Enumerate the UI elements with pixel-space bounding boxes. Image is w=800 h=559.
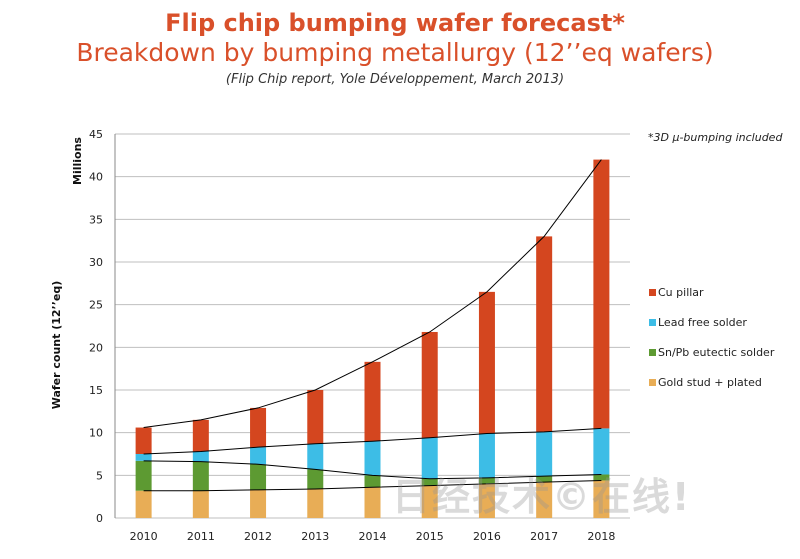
bar-segment: [307, 390, 324, 444]
bar-segment: [135, 454, 152, 461]
y-tick-label: 5: [96, 469, 103, 482]
legend-label: Sn/Pb eutectic solder: [658, 346, 775, 359]
watermark: 日经技术©在线!: [392, 475, 692, 519]
legend-swatch: [649, 319, 656, 326]
y-axis-title: Wafer count (12’’eq): [50, 281, 63, 410]
chart-subtitle: Breakdown by bumping metallurgy (12’’eq …: [76, 38, 714, 67]
bar-segment: [364, 441, 381, 476]
bar-segment: [421, 485, 438, 518]
y-tick-label: 0: [96, 512, 103, 525]
x-tick-label: 2017: [530, 530, 558, 543]
legend-label: Lead free solder: [658, 316, 747, 329]
bar-segment: [593, 480, 610, 518]
bar-segment: [250, 407, 267, 448]
bar-segment: [421, 437, 438, 479]
bar-segment: [536, 476, 553, 483]
y-tick-label: 15: [89, 384, 103, 397]
chart-source: (Flip Chip report, Yole Développement, M…: [225, 72, 565, 87]
bar-segment: [192, 461, 209, 491]
legend-swatch: [649, 349, 656, 356]
x-tick-label: 2015: [416, 530, 444, 543]
bar-segment: [307, 488, 324, 518]
bar-segment: [364, 487, 381, 518]
bar-segment: [192, 419, 209, 452]
footnote: *3D µ-bumping included: [648, 131, 783, 144]
bar-segment: [421, 478, 438, 486]
trend-line: [143, 159, 602, 429]
bar-segment: [307, 443, 324, 470]
bar-segment: [135, 490, 152, 518]
bar-segment: [192, 451, 209, 462]
y-tick-label: 40: [89, 171, 103, 184]
bar-segment: [593, 474, 610, 481]
bar-segment: [421, 331, 438, 438]
bar-segment: [536, 482, 553, 518]
chart-title: Flip chip bumping wafer forecast*: [165, 9, 625, 37]
bar-segment: [593, 159, 610, 429]
bar-segment: [135, 427, 152, 454]
bar-segment: [192, 490, 209, 518]
bar-segment: [307, 469, 324, 489]
trend-line: [143, 479, 602, 492]
y-tick-label: 20: [89, 341, 103, 354]
trend-line: [143, 427, 602, 455]
bar-segment: [250, 489, 267, 518]
bar-segment: [135, 460, 152, 491]
legend-label: Cu pillar: [658, 286, 704, 299]
legend-swatch: [649, 289, 656, 296]
x-tick-label: 2018: [587, 530, 615, 543]
y-tick-label: 35: [89, 213, 103, 226]
bar-segment: [478, 483, 495, 518]
bar-segment: [364, 361, 381, 442]
bar-segment: [478, 477, 495, 484]
y-tick-label: 45: [89, 128, 103, 141]
y-tick-label: 10: [89, 427, 103, 440]
x-tick-label: 2011: [187, 530, 215, 543]
bar-segment: [593, 428, 610, 475]
y-axis-unit: Millions: [71, 137, 84, 185]
trend-line: [143, 460, 602, 480]
x-tick-label: 2012: [244, 530, 272, 543]
x-tick-label: 2016: [473, 530, 501, 543]
bar-segment: [364, 475, 381, 488]
title-block: Flip chip bumping wafer forecast* Breakd…: [0, 8, 790, 90]
x-tick-label: 2013: [301, 530, 329, 543]
x-tick-label: 2014: [359, 530, 387, 543]
y-tick-label: 30: [89, 256, 103, 269]
y-tick-label: 25: [89, 299, 103, 312]
bar-segment: [536, 431, 553, 477]
x-tick-label: 2010: [130, 530, 158, 543]
bar-segment: [250, 447, 267, 465]
bar-segment: [478, 433, 495, 478]
bar-segment: [536, 236, 553, 432]
legend-swatch: [649, 379, 656, 386]
bar-segment: [250, 464, 267, 490]
legend-label: Gold stud + plated: [658, 376, 762, 389]
bar-segment: [478, 291, 495, 434]
